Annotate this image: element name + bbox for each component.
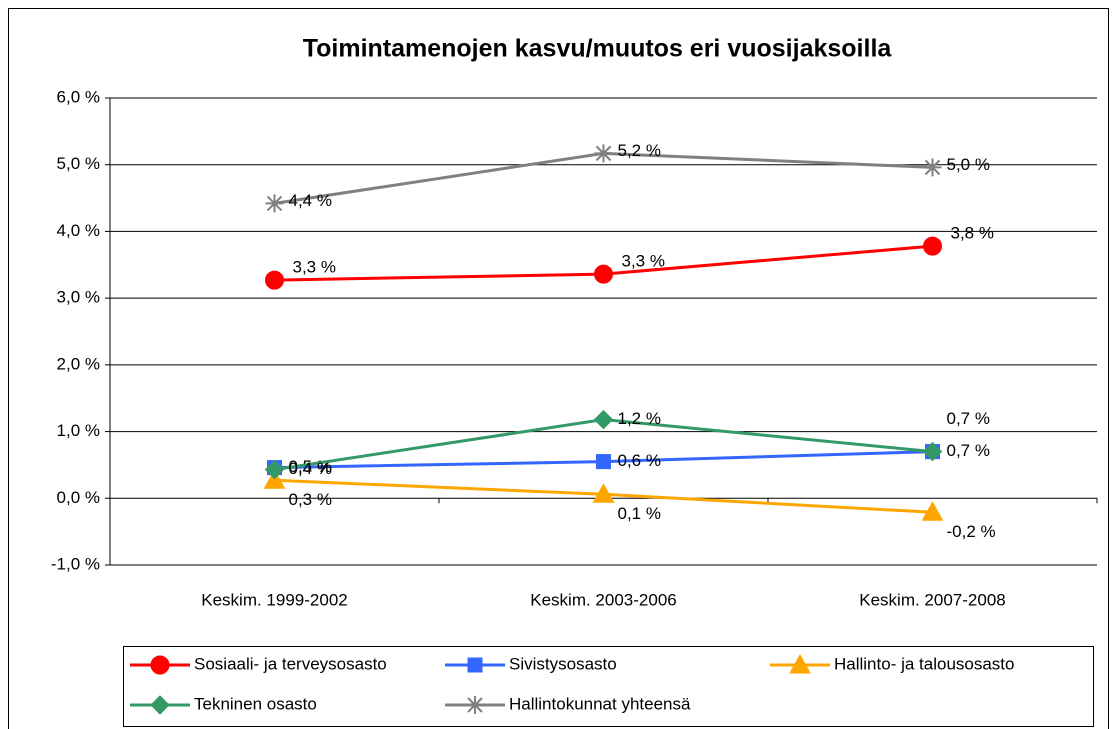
chart-border bbox=[8, 8, 1109, 729]
y-tick-label: 5,0 % bbox=[57, 154, 100, 173]
data-point bbox=[921, 501, 944, 521]
legend-marker bbox=[150, 655, 170, 675]
data-label: -0,2 % bbox=[947, 522, 996, 541]
data-label: 0,3 % bbox=[289, 490, 332, 509]
y-tick-label: 6,0 % bbox=[57, 87, 100, 106]
chart-title: Toimintamenojen kasvu/muutos eri vuosija… bbox=[303, 35, 893, 63]
data-point bbox=[265, 194, 284, 213]
data-point bbox=[923, 236, 942, 256]
data-label: 0,7 % bbox=[947, 409, 990, 428]
legend-label: Sosiaali- ja terveysosasto bbox=[194, 654, 387, 673]
data-label: 3,3 % bbox=[622, 252, 665, 271]
data-label: 0,1 % bbox=[618, 504, 661, 523]
x-tick-label: Keskim. 2003-2006 bbox=[530, 590, 676, 609]
data-point bbox=[594, 144, 613, 163]
y-tick-label: 1,0 % bbox=[57, 421, 100, 440]
data-point bbox=[592, 483, 615, 503]
data-point bbox=[923, 158, 942, 177]
data-point bbox=[264, 459, 285, 480]
legend-label: Hallintokunnat yhteensä bbox=[509, 694, 691, 713]
data-label: 3,8 % bbox=[951, 224, 994, 243]
x-tick-label: Keskim. 2007-2008 bbox=[859, 590, 1005, 609]
data-point bbox=[922, 441, 943, 462]
legend-box bbox=[123, 646, 1094, 727]
legend-marker bbox=[466, 696, 484, 714]
y-tick-label: 2,0 % bbox=[57, 354, 100, 373]
data-point bbox=[596, 454, 611, 470]
legend-marker bbox=[789, 653, 811, 674]
legend-marker bbox=[150, 695, 170, 715]
legend-label: Hallinto- ja talousosasto bbox=[834, 654, 1014, 673]
data-label: 3,3 % bbox=[293, 258, 336, 277]
data-label: 5,2 % bbox=[618, 141, 661, 160]
x-tick-label: Keskim. 1999-2002 bbox=[201, 590, 347, 609]
data-point bbox=[594, 264, 613, 284]
legend-marker bbox=[467, 657, 483, 673]
data-point bbox=[265, 270, 284, 290]
data-point bbox=[593, 409, 614, 430]
data-label: 0,6 % bbox=[618, 451, 661, 470]
y-tick-label: 3,0 % bbox=[57, 288, 100, 307]
y-tick-label: -1,0 % bbox=[51, 554, 100, 573]
data-label: 0,7 % bbox=[947, 441, 990, 460]
legend-label: Tekninen osasto bbox=[194, 694, 317, 713]
legend-label: Sivistysosasto bbox=[509, 654, 617, 673]
y-tick-label: 4,0 % bbox=[57, 221, 100, 240]
data-label: 1,2 % bbox=[618, 409, 661, 428]
y-tick-label: 0,0 % bbox=[57, 488, 100, 507]
data-label: 0,4 % bbox=[289, 459, 332, 478]
data-label: 4,4 % bbox=[289, 191, 332, 210]
data-label: 5,0 % bbox=[947, 155, 990, 174]
